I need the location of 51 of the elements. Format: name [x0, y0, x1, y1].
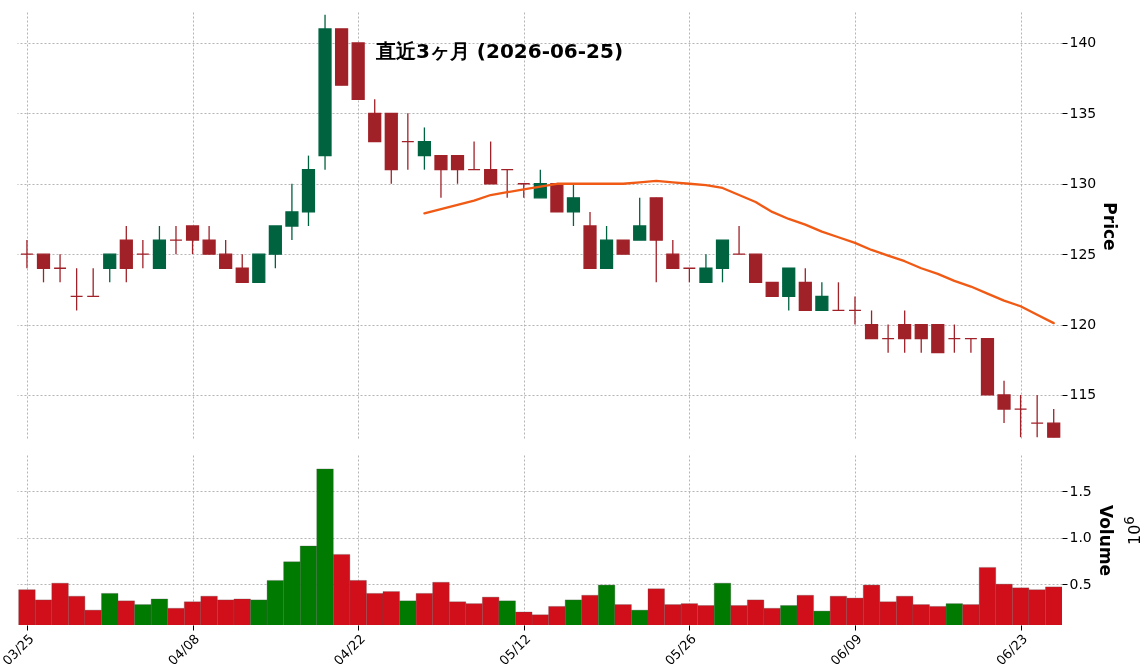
candlestick	[898, 309, 912, 354]
candlestick	[997, 380, 1011, 424]
candlestick	[881, 323, 895, 354]
y-axis-title: Volume	[1095, 504, 1116, 577]
candlestick	[1030, 394, 1044, 438]
y-tick-label: 1.5	[1069, 482, 1092, 499]
text: 直近3ヶ月 (2026-06-25)	[374, 39, 624, 63]
candlestick	[1013, 394, 1028, 438]
candlestick	[484, 140, 498, 185]
candlestick	[964, 337, 978, 354]
candlestick	[103, 253, 117, 283]
candlestick	[70, 267, 84, 312]
candlestick	[633, 197, 647, 241]
candlestick	[467, 140, 481, 171]
candlestick	[947, 323, 961, 354]
candlestick	[53, 253, 67, 283]
candlestick	[566, 183, 581, 227]
candlestick	[401, 112, 415, 171]
candlestick	[36, 253, 51, 283]
y-tick-label: 130	[1069, 175, 1097, 192]
candlestick	[666, 239, 680, 269]
candlestick	[1047, 408, 1061, 438]
line-series	[423, 179, 1055, 325]
y-tick-label: 125	[1069, 245, 1097, 262]
candlestick	[450, 154, 465, 185]
candlestick	[815, 281, 829, 312]
candlestick	[235, 253, 249, 283]
y-axis-title: Price	[1100, 202, 1121, 251]
candlestick	[417, 126, 432, 171]
candlestick	[86, 267, 100, 298]
candlestick	[185, 225, 200, 255]
candlestick	[699, 253, 713, 283]
candlestick	[864, 309, 879, 340]
candlestick	[202, 225, 216, 255]
y-tick-label: 0.5	[1069, 575, 1092, 592]
candlestick	[20, 239, 34, 269]
candlestick	[831, 281, 846, 312]
candlestick	[136, 239, 150, 269]
candlestick	[219, 239, 233, 269]
y-tick-label: 1.0	[1069, 529, 1092, 546]
candlestick	[169, 225, 183, 255]
candlestick	[914, 323, 928, 354]
y-tick-label: 135	[1069, 104, 1097, 121]
candlestick	[434, 154, 448, 199]
candlestick	[848, 295, 862, 326]
candlestick	[285, 183, 299, 241]
candlestick	[732, 225, 746, 255]
y-tick-label: 120	[1069, 316, 1097, 333]
y-tick-label: 115	[1069, 386, 1097, 403]
y-tick-label: 140	[1069, 34, 1097, 51]
candlestick	[500, 169, 514, 199]
